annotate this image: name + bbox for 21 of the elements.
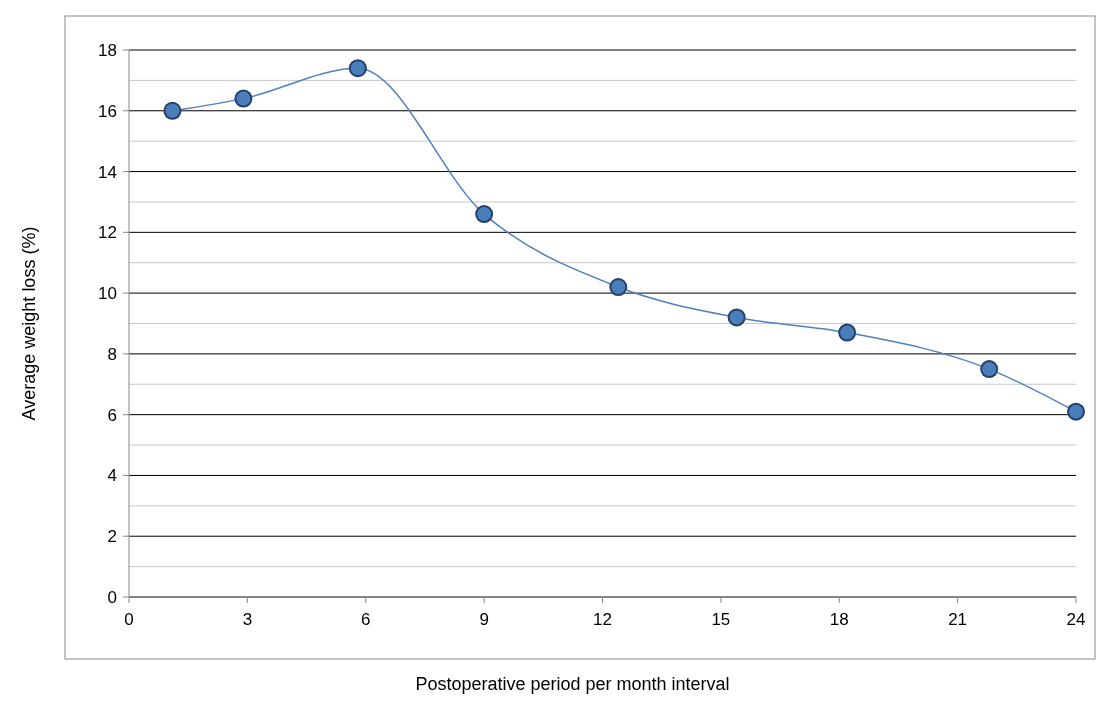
y-tick-label: 14 xyxy=(98,162,117,182)
x-tick-label: 15 xyxy=(711,610,731,629)
x-tick-label: 6 xyxy=(361,610,371,629)
y-axis-title: Average weight loss (%) xyxy=(19,226,39,421)
y-tick-label: 10 xyxy=(98,284,117,304)
y-tick-label: 8 xyxy=(107,344,117,364)
x-axis-title: Postoperative period per month interval xyxy=(415,674,730,694)
x-tick-label: 18 xyxy=(829,610,849,629)
y-tick-label: 0 xyxy=(107,587,117,607)
y-tick-label: 12 xyxy=(98,223,117,243)
x-tick-label: 21 xyxy=(948,610,968,629)
x-tick-label: 9 xyxy=(479,610,489,629)
y-tick-label: 4 xyxy=(107,466,117,486)
x-tick-label: 12 xyxy=(593,610,612,629)
x-tick-label: 24 xyxy=(1066,610,1086,629)
y-tick-label: 6 xyxy=(107,405,117,425)
y-tick-label: 16 xyxy=(98,101,117,121)
x-tick-label: 0 xyxy=(124,610,134,629)
y-tick-label: 18 xyxy=(98,40,117,60)
y-tick-label: 2 xyxy=(107,527,117,547)
x-tick-label: 3 xyxy=(242,610,253,629)
